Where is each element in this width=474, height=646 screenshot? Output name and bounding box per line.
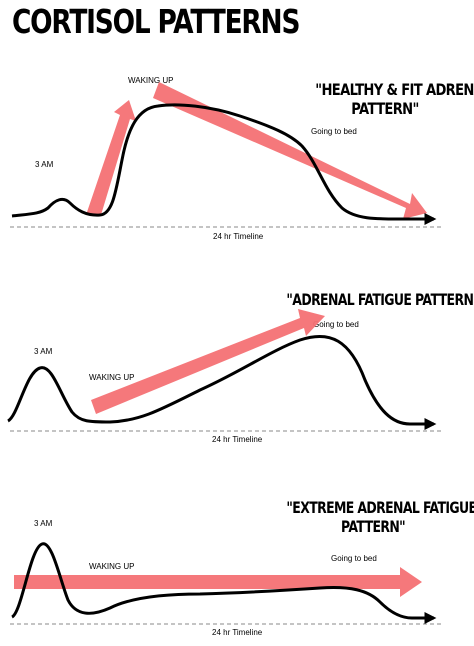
panel-3-flat-arrow: [14, 567, 422, 597]
panel-2-rising-arrow: [91, 309, 325, 414]
panel-3-heading-line-2: PATTERN": [340, 517, 406, 536]
panel-3-heading: "EXTREME ADRENAL FATIGUE PATTERN": [286, 498, 474, 536]
panel-1-waking-up-label: WAKING UP: [128, 76, 174, 85]
panel-1-cortisol-curve: [11, 103, 437, 225]
panel-2-heading: "ADRENAL FATIGUE PATTERN": [286, 290, 474, 309]
panel-3-heading-line-1: "EXTREME ADRENAL FATIGUE: [286, 498, 474, 517]
panel-2-heading-line-1: "ADRENAL FATIGUE PATTERN": [286, 290, 474, 309]
panel-3-timeline-label: 24 hr Timeline: [212, 628, 263, 637]
panel-2-timeline-label: 24 hr Timeline: [212, 435, 263, 444]
panel-1-heading-line-1: "HEALTHY & FIT ADRENAL: [315, 80, 474, 99]
panel-1-heading-line-2: PATTERN": [351, 99, 419, 118]
panel-3-3am-label: 3 AM: [34, 519, 53, 528]
panel-3-cortisol-curve: [10, 542, 437, 624]
panel-2-3am-label: 3 AM: [34, 347, 53, 356]
panel-2-waking-up-label: WAKING UP: [89, 373, 135, 382]
panel-1-heading: "HEALTHY & FIT ADRENAL PATTERN": [315, 80, 474, 118]
panel-1-declining-arrow: [153, 82, 427, 219]
panel-1-going-to-bed-label: Going to bed: [311, 127, 357, 136]
panel-2-going-to-bed-label: Going to bed: [313, 320, 359, 329]
panel-3-waking-up-label: WAKING UP: [89, 562, 135, 571]
page-title: CORTISOL PATTERNS: [12, 2, 300, 41]
panel-1-rising-arrow: [86, 100, 136, 215]
panel-1-3am-label: 3 AM: [35, 160, 54, 169]
panel-1-timeline-label: 24 hr Timeline: [213, 232, 264, 241]
panel-2-cortisol-curve: [7, 334, 437, 430]
panel-3-going-to-bed-label: Going to bed: [331, 554, 377, 563]
